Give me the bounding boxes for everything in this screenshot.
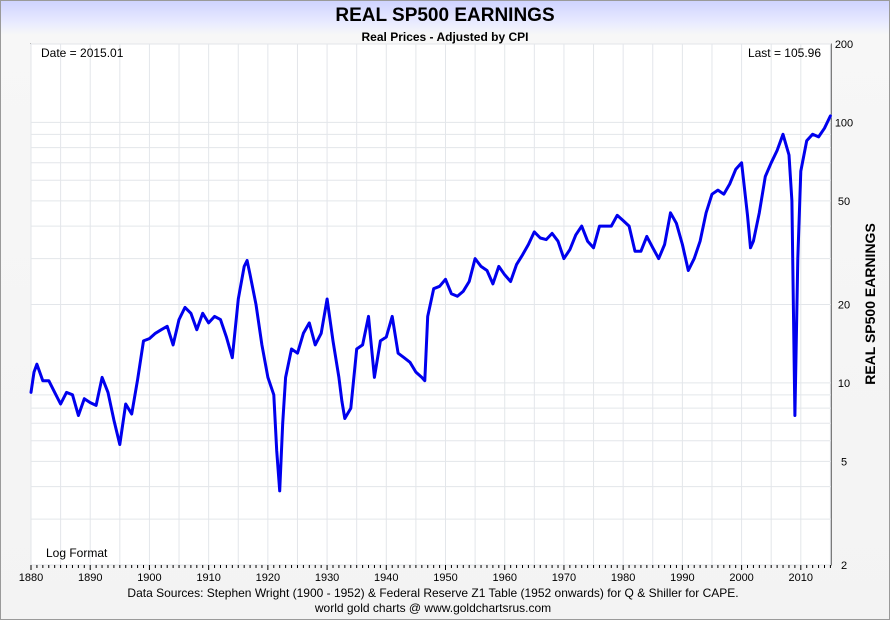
log-format-label: Log Format xyxy=(46,546,108,560)
x-tick-label: 1990 xyxy=(670,572,694,584)
x-tick-label: 1950 xyxy=(433,572,457,584)
data-sources-note: Data Sources: Stephen Wright (1900 - 195… xyxy=(127,586,739,600)
axis-ticks: 1880 1890 1900 1910 1920 1930 1940 1950 1960 1970… xyxy=(19,39,853,584)
y-tick-label: 50 xyxy=(838,196,850,208)
credit-note: world gold charts @ www.goldchartsrus.co… xyxy=(314,601,552,615)
chart-subtitle: Real Prices - Adjusted by CPI xyxy=(361,30,529,44)
x-tick-label: 1890 xyxy=(78,572,102,584)
date-annotation: Date = 2015.01 xyxy=(41,46,124,60)
x-tick-label: 2000 xyxy=(729,572,753,584)
series-line xyxy=(29,114,832,493)
last-value-annotation: Last = 105.96 xyxy=(748,46,821,60)
x-tick-label: 1900 xyxy=(137,572,161,584)
chart-title: REAL SP500 EARNINGS xyxy=(335,5,555,26)
x-tick-label: 1910 xyxy=(196,572,220,584)
grid-lines xyxy=(30,43,831,566)
y-tick-label: 2 xyxy=(841,560,847,572)
x-tick-label: 1960 xyxy=(492,572,516,584)
y-tick-label: 5 xyxy=(841,456,847,468)
y-axis-label: REAL SP500 EARNINGS xyxy=(862,223,878,385)
x-tick-label: 2010 xyxy=(789,572,813,584)
x-tick-label: 1940 xyxy=(374,572,398,584)
y-tick-label: 100 xyxy=(835,117,853,129)
y-tick-label: 10 xyxy=(838,378,850,390)
y-tick-label: 20 xyxy=(838,300,850,312)
x-tick-label: 1980 xyxy=(611,572,635,584)
x-tick-label: 1920 xyxy=(256,572,280,584)
y-tick-label: 200 xyxy=(835,39,853,51)
x-tick-label: 1880 xyxy=(19,572,43,584)
x-tick-label: 1930 xyxy=(315,572,339,584)
x-tick-label: 1970 xyxy=(552,572,576,584)
